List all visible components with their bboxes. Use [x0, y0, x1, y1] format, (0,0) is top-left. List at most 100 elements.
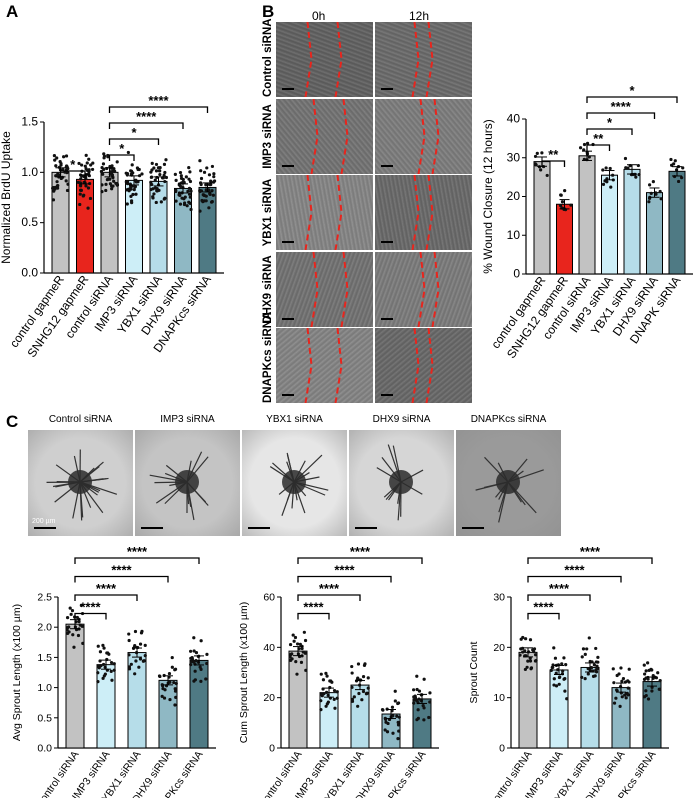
data-point	[302, 630, 306, 634]
data-point	[108, 177, 112, 181]
significance-bracket	[74, 594, 138, 601]
panel-label-a: A	[6, 2, 19, 21]
data-point	[397, 715, 401, 719]
data-point	[523, 667, 527, 672]
significance-bracket	[108, 154, 135, 161]
data-point	[168, 697, 172, 702]
data-point	[627, 667, 631, 671]
data-point	[416, 708, 420, 712]
data-point	[551, 663, 555, 667]
data-point	[540, 151, 544, 155]
data-point	[182, 202, 187, 207]
data-point	[155, 175, 159, 180]
data-point	[173, 689, 178, 693]
data-point	[110, 678, 114, 682]
data-point	[109, 660, 114, 665]
data-point	[62, 155, 66, 159]
data-point	[669, 157, 673, 162]
wound-edge-lines	[282, 22, 343, 97]
significance-label: ****	[303, 600, 324, 615]
data-point	[333, 706, 337, 710]
wound-edge-lines	[381, 328, 434, 403]
data-point	[85, 168, 90, 172]
data-point	[381, 708, 385, 712]
bar	[100, 171, 119, 274]
significance-label: ****	[136, 109, 157, 124]
data-point	[619, 666, 623, 670]
spheroid	[175, 470, 199, 494]
wound-photo-0h	[276, 175, 373, 250]
data-point	[289, 658, 293, 662]
data-point	[361, 675, 366, 679]
data-point	[188, 195, 192, 199]
wound-edge-lines	[282, 328, 343, 403]
bar	[601, 174, 618, 275]
data-point	[623, 156, 628, 161]
data-point	[322, 692, 326, 696]
data-point	[519, 637, 523, 641]
data-point	[68, 606, 72, 610]
y-tick-label: 40	[263, 642, 275, 654]
data-point	[528, 638, 533, 642]
data-point	[163, 196, 167, 200]
significance-label: ****	[611, 99, 632, 114]
wound-photo-row-label: YBX1 siRNA	[262, 178, 274, 247]
data-point	[366, 676, 370, 680]
sprout-photo-title: IMP3 siRNA	[160, 414, 215, 425]
significance-label: ****	[533, 600, 554, 615]
wound-edge-lines	[381, 22, 434, 97]
data-point	[85, 161, 89, 165]
sprout-photo-title: DNAPKcs siRNA	[470, 414, 547, 425]
data-point	[672, 162, 676, 166]
data-point	[140, 172, 144, 176]
data-point	[153, 178, 157, 182]
data-point	[300, 646, 304, 651]
data-point	[537, 165, 542, 169]
data-point	[658, 679, 662, 683]
data-point	[396, 737, 400, 741]
sprout-photo	[456, 430, 561, 536]
data-point	[98, 650, 103, 654]
sprout-photo	[135, 430, 240, 536]
data-point	[366, 686, 370, 690]
data-point	[563, 689, 567, 693]
y-tick-label: 40	[507, 112, 521, 126]
y-tick-label: 0	[513, 267, 520, 281]
data-point	[288, 655, 292, 659]
data-point	[648, 183, 652, 187]
data-point	[393, 689, 397, 693]
significance-bracket	[108, 122, 184, 129]
data-point	[189, 189, 193, 193]
wound-edge	[340, 251, 349, 327]
data-point	[106, 155, 110, 159]
data-point	[137, 174, 142, 178]
data-point	[181, 177, 185, 182]
bar	[533, 161, 551, 275]
data-point	[180, 196, 184, 200]
data-point	[96, 664, 100, 668]
significance-label: ****	[350, 544, 371, 559]
data-point	[557, 675, 562, 680]
data-point	[129, 194, 133, 198]
data-point	[87, 157, 91, 161]
significance-bracket	[527, 612, 560, 620]
data-point	[105, 178, 109, 182]
data-point	[646, 697, 651, 701]
data-point	[299, 660, 304, 664]
data-point	[204, 194, 208, 198]
data-point	[196, 660, 201, 664]
data-point	[80, 163, 84, 167]
data-point	[99, 664, 103, 668]
data-point	[207, 173, 212, 177]
data-point	[178, 184, 183, 188]
data-point	[560, 662, 564, 666]
data-point	[589, 666, 594, 670]
data-point	[643, 672, 647, 676]
data-point	[656, 671, 660, 675]
data-point	[526, 659, 530, 663]
wound-photo-12h	[375, 251, 472, 327]
data-point	[187, 177, 191, 181]
panel-label-c: C	[6, 412, 19, 431]
data-point	[76, 633, 81, 638]
data-point	[154, 169, 159, 173]
